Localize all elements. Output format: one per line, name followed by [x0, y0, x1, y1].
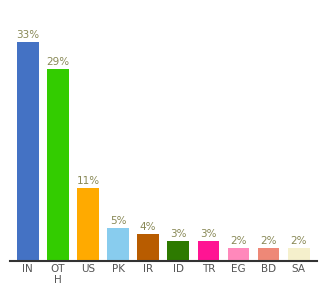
Text: 33%: 33% — [16, 30, 39, 40]
Bar — [258, 248, 279, 261]
Text: 4%: 4% — [140, 223, 156, 232]
Text: 2%: 2% — [260, 236, 277, 246]
Text: 2%: 2% — [291, 236, 307, 246]
Bar — [167, 241, 189, 261]
Bar — [228, 248, 249, 261]
Bar — [288, 248, 309, 261]
Text: 5%: 5% — [110, 216, 126, 226]
Bar — [107, 228, 129, 261]
Text: 2%: 2% — [230, 236, 247, 246]
Text: 3%: 3% — [170, 229, 187, 239]
Bar — [137, 235, 159, 261]
Bar — [17, 42, 38, 261]
Bar — [47, 69, 68, 261]
Bar — [197, 241, 219, 261]
Text: 29%: 29% — [46, 57, 69, 67]
Text: 11%: 11% — [76, 176, 100, 186]
Text: 3%: 3% — [200, 229, 217, 239]
Bar — [77, 188, 99, 261]
